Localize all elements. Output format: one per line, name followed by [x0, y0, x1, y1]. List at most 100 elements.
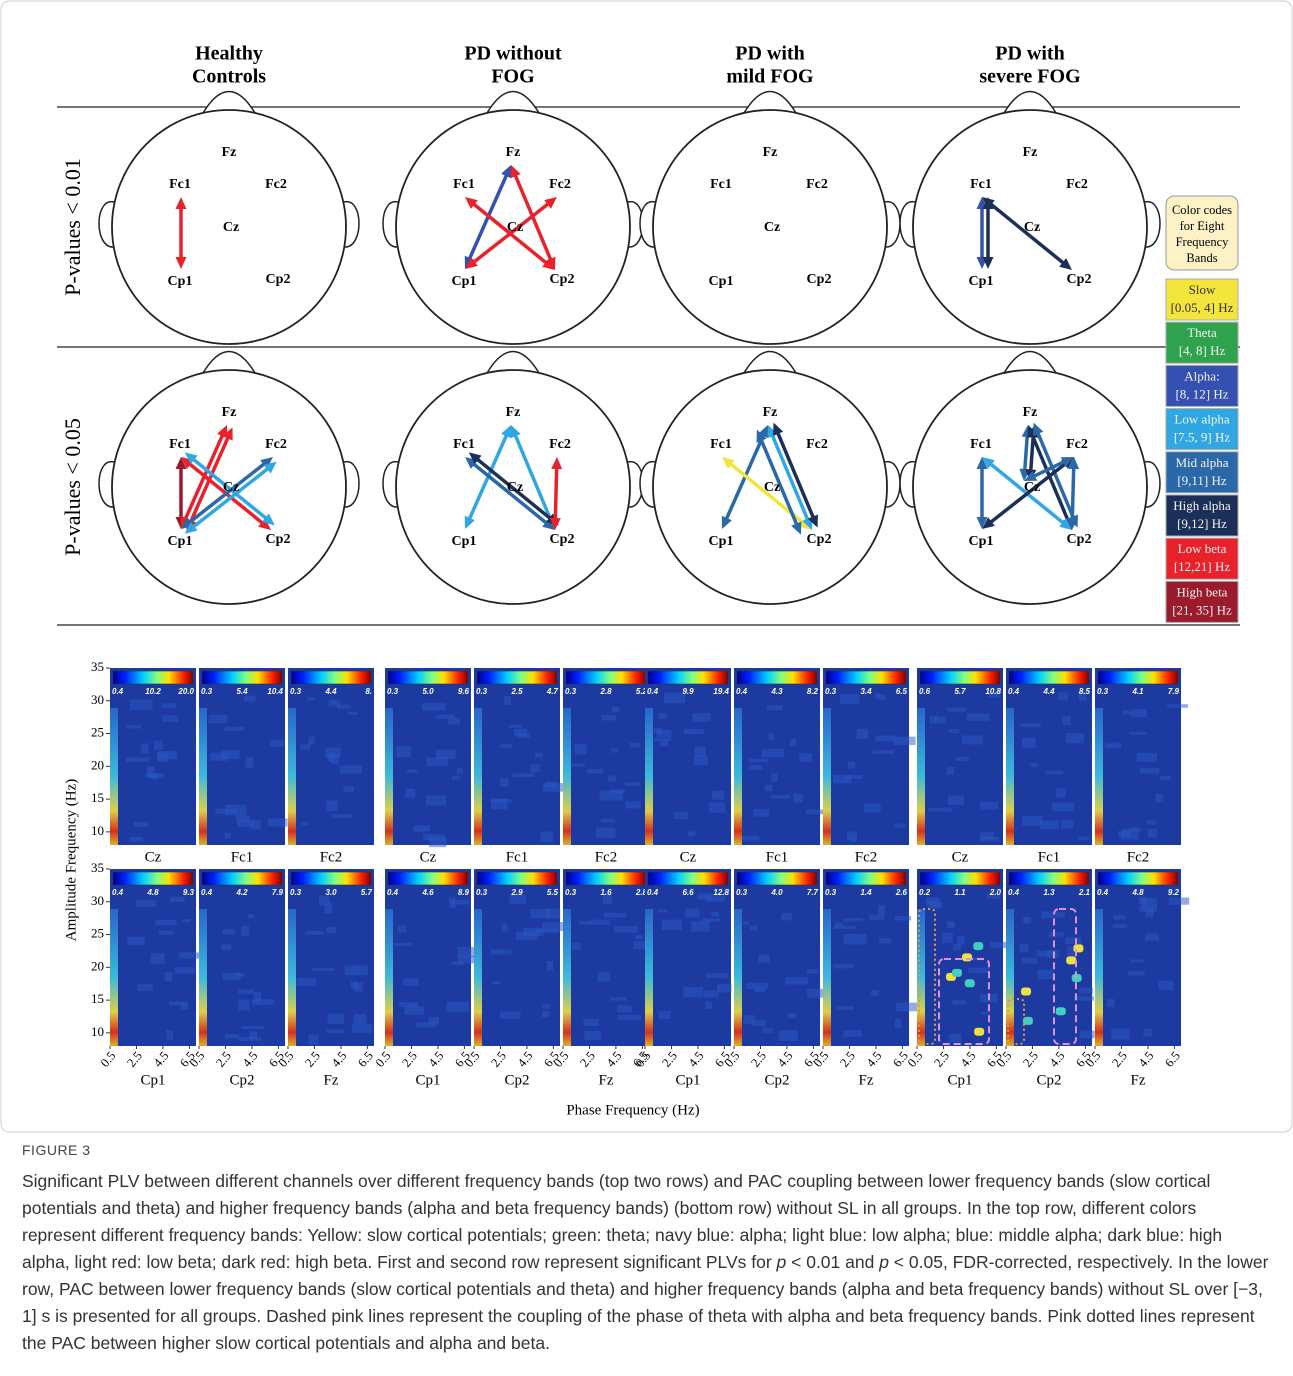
- heatmap-texture: [403, 978, 419, 985]
- heatmap-texture: [141, 743, 148, 753]
- heatmap-texture: [711, 912, 719, 917]
- heatmap-texture: [452, 961, 465, 965]
- colorbar-tick-label: 0.4: [387, 888, 399, 897]
- colorbar-tick-label: 6.6: [682, 888, 694, 897]
- legend-band-range: [9,11] Hz: [1177, 473, 1227, 488]
- channel-label: Cp2: [229, 1072, 254, 1088]
- colorbar-tick-label: 0.6: [919, 687, 931, 696]
- heatmap-texture: [691, 921, 710, 931]
- electrode-label: Fz: [1023, 145, 1038, 160]
- channel-label: Fc1: [766, 849, 789, 865]
- heatmap-texture: [270, 740, 284, 747]
- colorbar-tick-label: 7.9: [272, 888, 284, 897]
- group-header: FOG: [491, 66, 535, 88]
- heatmap-texture: [146, 773, 164, 778]
- colorbar: [1009, 872, 1089, 885]
- legend-band-name: High alpha: [1173, 498, 1231, 513]
- colorbar: [291, 671, 371, 684]
- heatmap-texture: [222, 944, 232, 950]
- heatmap-strip: [288, 708, 296, 845]
- heatmap-texture: [137, 984, 153, 991]
- colorbar-tick-label: 0.3: [387, 687, 399, 696]
- heatmap-texture: [788, 1013, 796, 1018]
- plv-arrow: [555, 465, 557, 522]
- electrode-label: Fz: [222, 405, 237, 420]
- x-tick-label: 4.5: [958, 1049, 979, 1070]
- heatmap-texture: [328, 1014, 344, 1024]
- heatmap-texture: [949, 729, 959, 733]
- colorbar-tick-label: 2.0: [989, 888, 1002, 897]
- heatmap-texture: [268, 818, 287, 826]
- heatmap-texture: [879, 938, 891, 943]
- colorbar-tick-label: 4.3: [770, 687, 783, 696]
- electrode-label: Cz: [223, 220, 239, 235]
- heatmap-texture: [326, 1029, 344, 1033]
- heatmap-texture: [1107, 999, 1115, 1007]
- legend-band-range: [0.05, 4] Hz: [1171, 300, 1234, 315]
- heatmap-strip: [645, 708, 653, 845]
- heatmap-texture: [319, 896, 330, 906]
- channel-label: Fc2: [855, 849, 878, 865]
- heatmap-texture: [162, 715, 178, 722]
- heatmap-texture: [617, 1005, 632, 1012]
- electrode-label: Fc2: [1066, 177, 1088, 192]
- legend-band-name: Mid alpha: [1175, 455, 1228, 470]
- x-tick-label: 0.5: [373, 1049, 394, 1070]
- heatmap-texture: [354, 982, 363, 991]
- heatmap-texture: [517, 733, 529, 738]
- heatmap-texture: [833, 775, 852, 784]
- heatmap-texture: [662, 920, 682, 930]
- heatmap-texture: [894, 737, 916, 745]
- heatmap-strip: [823, 909, 831, 1046]
- colorbar-tick-label: 0.4: [736, 687, 748, 696]
- heatmap-texture: [305, 931, 323, 935]
- heatmap-texture: [660, 740, 668, 746]
- heatmap-texture: [352, 1024, 373, 1033]
- heatmap-texture: [343, 786, 354, 792]
- legend-band-range: [8, 12] Hz: [1175, 386, 1228, 401]
- colorbar: [826, 671, 906, 684]
- x-axis-label: Phase Frequency (Hz): [566, 1102, 699, 1118]
- heatmap-texture: [610, 997, 627, 1001]
- colorbar: [1098, 671, 1178, 684]
- electrode-label: Fc1: [710, 437, 732, 452]
- heatmap-texture: [1037, 951, 1053, 957]
- heatmap-texture: [1079, 1031, 1094, 1039]
- heatmap-texture: [1143, 1029, 1152, 1037]
- electrode-label: Cp2: [550, 532, 575, 547]
- heatmap-texture: [1159, 981, 1174, 990]
- electrode-label: Cz: [1024, 480, 1040, 495]
- heatmap-texture: [221, 750, 239, 759]
- electrode-label: Fc1: [169, 437, 191, 452]
- heatmap-texture: [1023, 917, 1031, 923]
- group-header: PD with: [995, 43, 1064, 65]
- heatmap-strip: [1095, 708, 1103, 845]
- heatmap-texture: [685, 908, 699, 917]
- colorbar: [113, 671, 193, 684]
- legend-band-range: [4, 8] Hz: [1179, 343, 1226, 358]
- heatmap-texture: [625, 782, 641, 785]
- colorbar: [920, 872, 1000, 885]
- heatmap-texture: [458, 947, 477, 957]
- electrode-label: Cp2: [1067, 532, 1092, 547]
- heatmap-texture: [752, 1020, 766, 1026]
- heatmap-texture: [1037, 970, 1053, 979]
- heatmap-texture: [1156, 794, 1164, 803]
- colorbar-tick-label: 2.9: [510, 888, 523, 897]
- channel-label: Cp1: [140, 1072, 165, 1088]
- heatmap-texture: [1058, 692, 1068, 700]
- heatmap-strip: [199, 909, 207, 1046]
- colorbar-tick-label: 0.3: [201, 687, 213, 696]
- heatmap-texture: [491, 798, 508, 809]
- x-tick-label: 4.5: [1136, 1049, 1157, 1070]
- colorbar-tick-label: 5.5: [547, 888, 559, 897]
- heatmap-texture: [127, 725, 141, 729]
- heatmap-texture: [241, 926, 249, 936]
- x-tick-label: 4.5: [240, 1049, 261, 1070]
- heatmap-texture: [170, 897, 184, 902]
- heatmap-texture: [600, 791, 623, 801]
- heatmap-texture: [159, 930, 173, 934]
- heatmap-texture: [1142, 898, 1157, 907]
- x-tick-label: 4.5: [1047, 1049, 1068, 1070]
- heatmap-texture: [948, 795, 964, 805]
